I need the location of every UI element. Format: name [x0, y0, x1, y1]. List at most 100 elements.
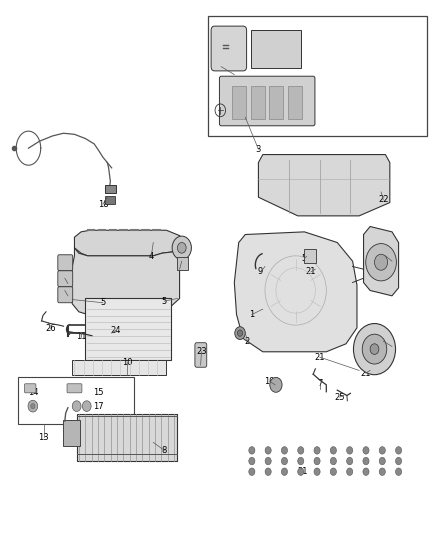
- Circle shape: [82, 401, 91, 411]
- Polygon shape: [74, 230, 184, 256]
- Circle shape: [330, 468, 336, 475]
- Bar: [77, 414, 177, 461]
- Circle shape: [379, 447, 385, 454]
- Circle shape: [346, 468, 353, 475]
- FancyBboxPatch shape: [67, 384, 82, 393]
- FancyBboxPatch shape: [85, 298, 171, 360]
- Text: 21: 21: [177, 257, 187, 265]
- Text: 25: 25: [334, 393, 345, 401]
- FancyBboxPatch shape: [251, 30, 301, 68]
- Text: 8: 8: [162, 446, 167, 455]
- Circle shape: [396, 447, 402, 454]
- Text: 5: 5: [162, 297, 167, 305]
- Text: 20: 20: [380, 252, 391, 260]
- Circle shape: [177, 243, 186, 253]
- Text: 19: 19: [264, 377, 275, 385]
- Text: 21: 21: [63, 292, 73, 300]
- FancyBboxPatch shape: [251, 86, 265, 119]
- Circle shape: [249, 447, 255, 454]
- Text: 23: 23: [196, 348, 207, 356]
- Circle shape: [298, 447, 304, 454]
- Text: 3: 3: [256, 145, 261, 154]
- Text: 21: 21: [314, 353, 325, 361]
- Circle shape: [249, 468, 255, 475]
- FancyBboxPatch shape: [219, 76, 315, 126]
- Circle shape: [281, 447, 287, 454]
- Circle shape: [363, 468, 369, 475]
- Circle shape: [270, 377, 282, 392]
- Text: 10: 10: [122, 358, 132, 367]
- Polygon shape: [258, 155, 390, 216]
- Circle shape: [265, 457, 271, 465]
- Text: 5: 5: [302, 254, 307, 263]
- Text: 12: 12: [216, 62, 226, 71]
- Circle shape: [172, 236, 191, 260]
- Circle shape: [237, 330, 243, 336]
- FancyBboxPatch shape: [58, 255, 73, 271]
- Text: 21: 21: [297, 467, 307, 476]
- Circle shape: [314, 468, 320, 475]
- Text: 16: 16: [28, 402, 38, 411]
- Circle shape: [281, 457, 287, 465]
- FancyBboxPatch shape: [232, 86, 246, 119]
- Text: 5: 5: [100, 298, 106, 307]
- Circle shape: [28, 400, 38, 412]
- FancyBboxPatch shape: [269, 86, 283, 119]
- Bar: [18, 377, 134, 424]
- Circle shape: [298, 457, 304, 465]
- Text: 21: 21: [360, 369, 371, 377]
- Circle shape: [72, 401, 81, 411]
- Text: 7: 7: [317, 379, 322, 388]
- Circle shape: [330, 447, 336, 454]
- Text: 5: 5: [65, 279, 71, 288]
- Circle shape: [363, 447, 369, 454]
- Circle shape: [362, 334, 387, 364]
- Circle shape: [346, 457, 353, 465]
- FancyBboxPatch shape: [304, 249, 316, 263]
- Circle shape: [396, 468, 402, 475]
- Text: 24: 24: [111, 326, 121, 335]
- Text: 2: 2: [245, 337, 250, 345]
- Circle shape: [363, 457, 369, 465]
- FancyBboxPatch shape: [63, 420, 80, 446]
- Text: 26: 26: [45, 325, 56, 333]
- Circle shape: [353, 324, 396, 375]
- Circle shape: [314, 447, 320, 454]
- FancyBboxPatch shape: [58, 271, 73, 287]
- FancyBboxPatch shape: [72, 360, 166, 375]
- Text: 1: 1: [249, 310, 254, 319]
- Circle shape: [379, 468, 385, 475]
- FancyBboxPatch shape: [288, 86, 302, 119]
- Text: 6: 6: [389, 342, 395, 351]
- Bar: [105, 185, 116, 193]
- Circle shape: [265, 468, 271, 475]
- Circle shape: [396, 457, 402, 465]
- FancyBboxPatch shape: [211, 26, 247, 71]
- Circle shape: [366, 244, 396, 281]
- Bar: [105, 196, 115, 204]
- Text: 11: 11: [76, 333, 86, 341]
- FancyBboxPatch shape: [195, 343, 207, 367]
- Circle shape: [249, 457, 255, 465]
- Text: 17: 17: [93, 402, 104, 411]
- Circle shape: [298, 468, 304, 475]
- Circle shape: [265, 447, 271, 454]
- Polygon shape: [234, 232, 357, 352]
- Text: 13: 13: [39, 433, 49, 441]
- Circle shape: [330, 457, 336, 465]
- Text: 4: 4: [148, 253, 154, 261]
- FancyBboxPatch shape: [25, 384, 36, 393]
- Polygon shape: [364, 227, 399, 296]
- Circle shape: [379, 457, 385, 465]
- Circle shape: [235, 327, 245, 340]
- Text: 9: 9: [258, 268, 263, 276]
- Text: 21: 21: [306, 268, 316, 276]
- Circle shape: [31, 403, 35, 409]
- Text: 18: 18: [98, 200, 108, 208]
- Circle shape: [374, 254, 388, 270]
- FancyBboxPatch shape: [177, 257, 188, 270]
- Text: 22: 22: [378, 196, 389, 204]
- FancyBboxPatch shape: [58, 287, 73, 303]
- Text: 15: 15: [93, 389, 104, 397]
- Text: 14: 14: [28, 389, 38, 397]
